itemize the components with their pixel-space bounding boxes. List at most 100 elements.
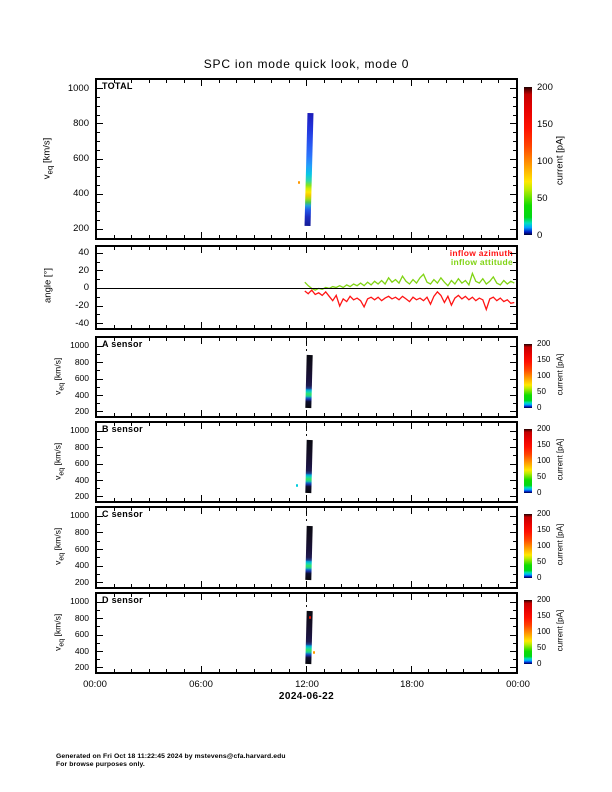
colorbar-total: current [pA] 200 150 100 50 0 — [524, 82, 574, 241]
x-axis-tick — [375, 325, 377, 328]
x-axis-tick — [410, 410, 412, 416]
x-axis-tick — [236, 235, 238, 238]
legend-inflow-azimuth: inflow azimuth — [449, 248, 513, 258]
y-axis-tick — [510, 193, 516, 195]
x-axis-tick — [166, 423, 168, 426]
x-axis-tick — [271, 247, 273, 250]
x-axis-tick — [323, 247, 325, 250]
x-axis-tick — [340, 584, 342, 587]
y-tick-label: 400 — [74, 645, 89, 656]
y-axis-tick — [513, 105, 516, 107]
x-axis-tick — [131, 247, 133, 250]
x-axis-tick — [306, 322, 307, 328]
x-axis-tick — [236, 498, 238, 501]
x-axis-tick — [306, 247, 307, 253]
x-axis-tick — [114, 80, 115, 83]
x-axis-tick — [393, 594, 395, 597]
x-axis-tick — [131, 325, 133, 328]
date-label: 2024-06-22 — [278, 691, 335, 702]
x-axis-tick — [236, 247, 238, 250]
colorbar-tick-label: 0 — [537, 573, 542, 582]
y-axis-tick — [510, 252, 516, 254]
y-axis-tick — [513, 488, 516, 490]
x-axis-tick — [463, 325, 465, 328]
x-axis-tick — [428, 325, 430, 328]
colorbar-tick-label: 200 — [537, 509, 551, 518]
x-axis-tick — [410, 80, 412, 86]
x-axis-tick — [445, 325, 447, 328]
y-axis-tick — [97, 370, 100, 372]
x-axis-tick — [218, 235, 220, 238]
x-axis-tick — [253, 498, 255, 501]
x-axis-tick — [131, 80, 133, 83]
y-axis-tick — [513, 149, 516, 151]
x-axis-tick — [114, 338, 115, 341]
x-axis-tick — [114, 669, 115, 672]
colorbar-tick-label: 100 — [537, 541, 551, 550]
colorbar-tick-label: 0 — [537, 488, 542, 497]
x-axis-tick — [271, 584, 273, 587]
x-axis-tick — [428, 594, 430, 597]
x-axis-tick — [393, 338, 395, 341]
colorbar-tick-label: 150 — [537, 355, 551, 364]
y-axis-tick — [510, 88, 516, 90]
y-axis-tick — [97, 158, 103, 160]
y-axis-tick — [97, 601, 103, 603]
x-axis-tick — [480, 235, 482, 238]
x-axis-tick — [498, 669, 499, 672]
y-axis-tick — [513, 557, 516, 559]
x-axis-tick — [410, 322, 412, 328]
x-axis-tick — [183, 423, 185, 426]
x-axis-tick — [218, 594, 220, 597]
y-axis-tick — [97, 463, 103, 465]
x-axis-tick — [498, 338, 499, 341]
y-axis-tick — [513, 167, 516, 169]
colorbar-tick-label: 150 — [537, 119, 553, 130]
y-axis-tick — [97, 480, 103, 481]
x-axis-tick — [498, 80, 499, 83]
x-axis-tick — [445, 413, 447, 416]
x-axis-tick — [480, 80, 482, 83]
x-axis-tick — [463, 413, 465, 416]
x-axis-tick — [271, 508, 273, 511]
x-axis-tick — [201, 508, 203, 514]
y-axis-tick — [510, 582, 516, 584]
x-axis-tick — [236, 508, 238, 511]
y-tick-label: 400 — [74, 560, 89, 571]
x-axis-tick — [148, 423, 150, 426]
x-axis-tick — [480, 325, 482, 328]
y-tick-label: 400 — [74, 474, 89, 485]
x-axis-tick — [340, 669, 342, 672]
x-axis-tick — [271, 669, 273, 672]
y-axis-tick — [510, 228, 516, 230]
x-axis-tick — [218, 325, 220, 328]
panel-b-label: B sensor — [102, 424, 143, 434]
x-tick-label-0600: 06:00 — [189, 679, 213, 690]
x-axis-tick — [445, 423, 447, 426]
x-axis-tick — [131, 594, 133, 597]
y-axis-tick — [513, 386, 516, 388]
x-axis-tick — [323, 413, 325, 416]
x-axis-tick — [114, 508, 115, 511]
x-tick-label-0000-left: 00:00 — [83, 679, 107, 690]
x-axis-tick — [288, 413, 290, 416]
x-axis-tick — [498, 584, 499, 587]
y-axis-tick — [97, 471, 100, 473]
colorbar-tick-label: 200 — [537, 424, 551, 433]
colorbar-d-sensor: current [pA] 200 150 100 50 0 — [524, 595, 574, 668]
x-axis-tick — [463, 584, 465, 587]
x-axis-tick — [271, 498, 273, 501]
x-axis-tick — [480, 413, 482, 416]
x-axis-tick — [358, 594, 360, 597]
y-axis-tick — [513, 202, 516, 204]
x-axis-tick — [340, 594, 342, 597]
y-tick-label: 200 — [74, 576, 89, 587]
y-axis-tick — [510, 549, 516, 551]
y-axis-tick — [97, 132, 100, 134]
panel-d-label: D sensor — [102, 595, 143, 605]
y-axis-tick — [510, 395, 516, 396]
x-axis-tick — [428, 80, 430, 83]
y-axis-tick — [513, 176, 516, 178]
y-axis-tick — [97, 549, 103, 551]
